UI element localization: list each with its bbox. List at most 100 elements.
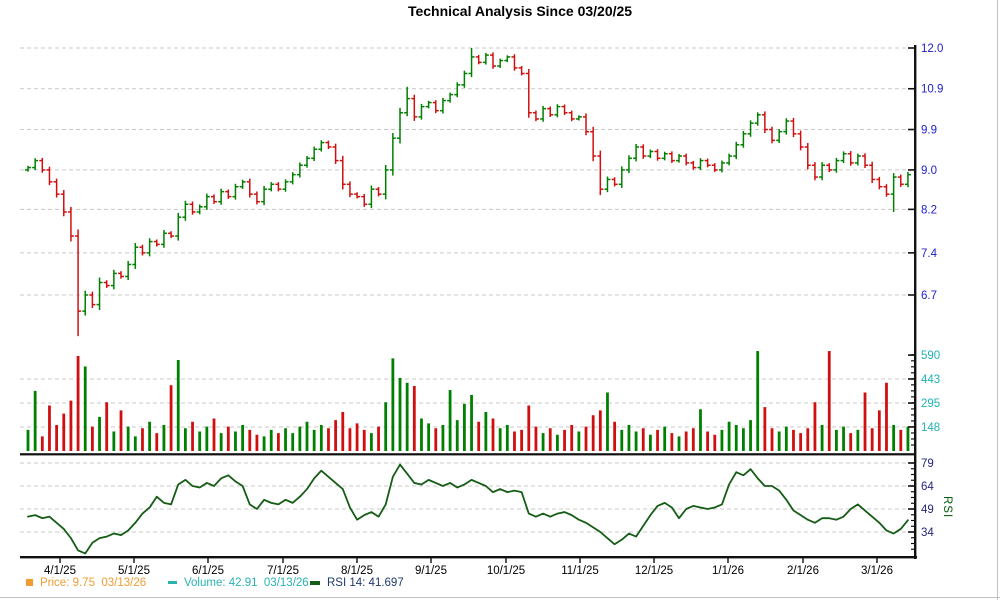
volume-bar xyxy=(484,411,488,451)
price-axis-label: 12.0 xyxy=(921,43,943,55)
volume-bar xyxy=(212,418,216,451)
rsi-line xyxy=(27,463,909,555)
x-axis-label: 12/1/25 xyxy=(635,565,673,577)
volume-bar xyxy=(105,402,109,451)
volume-bar xyxy=(112,431,116,451)
volume-bar xyxy=(191,421,194,451)
volume-bar xyxy=(198,431,202,451)
rsi-axis-title: RSI xyxy=(941,496,953,518)
volume-bar xyxy=(727,421,731,451)
volume-bar xyxy=(248,429,252,451)
volume-bar xyxy=(856,429,860,451)
volume-bar xyxy=(427,423,431,451)
volume-bar xyxy=(792,429,795,451)
volume-bar xyxy=(756,351,760,451)
volume-bar xyxy=(398,377,402,451)
volume-bar xyxy=(505,424,509,451)
volume-bar xyxy=(162,424,166,451)
volume-bar xyxy=(899,429,903,451)
x-axis-label: 11/1/25 xyxy=(561,565,599,577)
volume-bar xyxy=(513,431,516,451)
volume-bar xyxy=(241,424,245,451)
x-axis-label: 3/1/26 xyxy=(861,565,893,577)
volume-bar xyxy=(570,424,574,451)
volume-bar xyxy=(148,421,152,451)
volume-bar xyxy=(312,429,316,451)
volume-axis-label: 148 xyxy=(921,422,940,434)
volume-bar xyxy=(441,424,445,451)
volume-bar xyxy=(276,433,280,451)
volume-bar xyxy=(541,433,545,451)
volume-bar xyxy=(62,413,66,451)
volume-bar xyxy=(176,359,180,451)
volume-bar xyxy=(141,428,144,451)
window-bottom-border xyxy=(0,597,1000,598)
volume-bar xyxy=(477,421,481,451)
volume-bar xyxy=(670,433,674,451)
volume-bar xyxy=(620,429,624,451)
volume-bar xyxy=(55,424,59,451)
volume-bar xyxy=(434,428,438,451)
volume-bar xyxy=(369,433,373,451)
volume-bar xyxy=(355,423,359,451)
volume-bar xyxy=(405,382,409,451)
price-axis-label: 10.9 xyxy=(921,84,943,96)
rsi-axis-label: 34 xyxy=(921,527,934,539)
volume-baseline-axis xyxy=(20,453,915,456)
volume-bar xyxy=(584,426,588,451)
volume-axis-label: 295 xyxy=(921,398,940,410)
legend-price-label: Price: 9.75 03/13/26 xyxy=(40,577,147,589)
volume-bar xyxy=(348,428,352,451)
price-axis-label: 7.4 xyxy=(921,248,938,260)
volume-bar xyxy=(842,426,845,451)
volume-bar xyxy=(40,436,44,451)
volume-bar xyxy=(448,390,452,451)
volume-bar xyxy=(48,405,51,451)
volume-bar xyxy=(598,410,602,451)
volume-bar xyxy=(820,424,824,451)
volume-bar xyxy=(119,410,123,451)
volume-bar xyxy=(548,428,552,451)
volume-bar xyxy=(527,405,531,451)
x-axis-label: 8/1/25 xyxy=(341,565,373,577)
x-axis-label: 10/1/25 xyxy=(487,565,525,577)
volume-bar xyxy=(749,420,752,451)
volume-bar xyxy=(462,403,466,451)
rsi-axis-label: 79 xyxy=(921,458,934,470)
volume-bar xyxy=(555,434,559,451)
x-axis-label: 6/1/25 xyxy=(192,565,224,577)
volume-bar xyxy=(305,421,309,451)
x-axis-label: 7/1/25 xyxy=(267,565,299,577)
volume-marker-icon xyxy=(168,581,177,585)
rsi-marker-icon xyxy=(310,580,320,585)
volume-bar xyxy=(76,355,80,451)
x-axis-label: 1/1/26 xyxy=(712,565,744,577)
volume-bar xyxy=(870,428,874,451)
volume-bar xyxy=(763,407,767,451)
volume-bar xyxy=(577,431,581,451)
rsi-axis-label: 49 xyxy=(921,504,934,516)
volume-bar xyxy=(205,426,209,451)
volume-bar xyxy=(742,428,745,451)
volume-bar xyxy=(491,418,495,451)
x-axis-label: 4/1/25 xyxy=(44,565,76,577)
volume-bar xyxy=(362,429,366,451)
volume-bar xyxy=(498,428,502,451)
volume-bar xyxy=(155,433,159,451)
volume-bar xyxy=(169,385,173,451)
volume-bar xyxy=(885,382,888,451)
volume-bar xyxy=(648,434,652,451)
volume-bar xyxy=(327,428,330,451)
volume-bar xyxy=(563,429,566,451)
volume-bar xyxy=(291,433,295,451)
volume-bar xyxy=(234,431,237,451)
volume-bar xyxy=(33,390,37,451)
legend-rsi: RSI 14: 41.697 xyxy=(310,577,404,589)
volume-bar xyxy=(255,434,259,451)
volume-bar xyxy=(799,433,803,451)
volume-bar xyxy=(534,426,538,451)
volume-bar xyxy=(777,431,781,451)
legend-price: Price: 9.75 03/13/26 xyxy=(26,577,146,589)
